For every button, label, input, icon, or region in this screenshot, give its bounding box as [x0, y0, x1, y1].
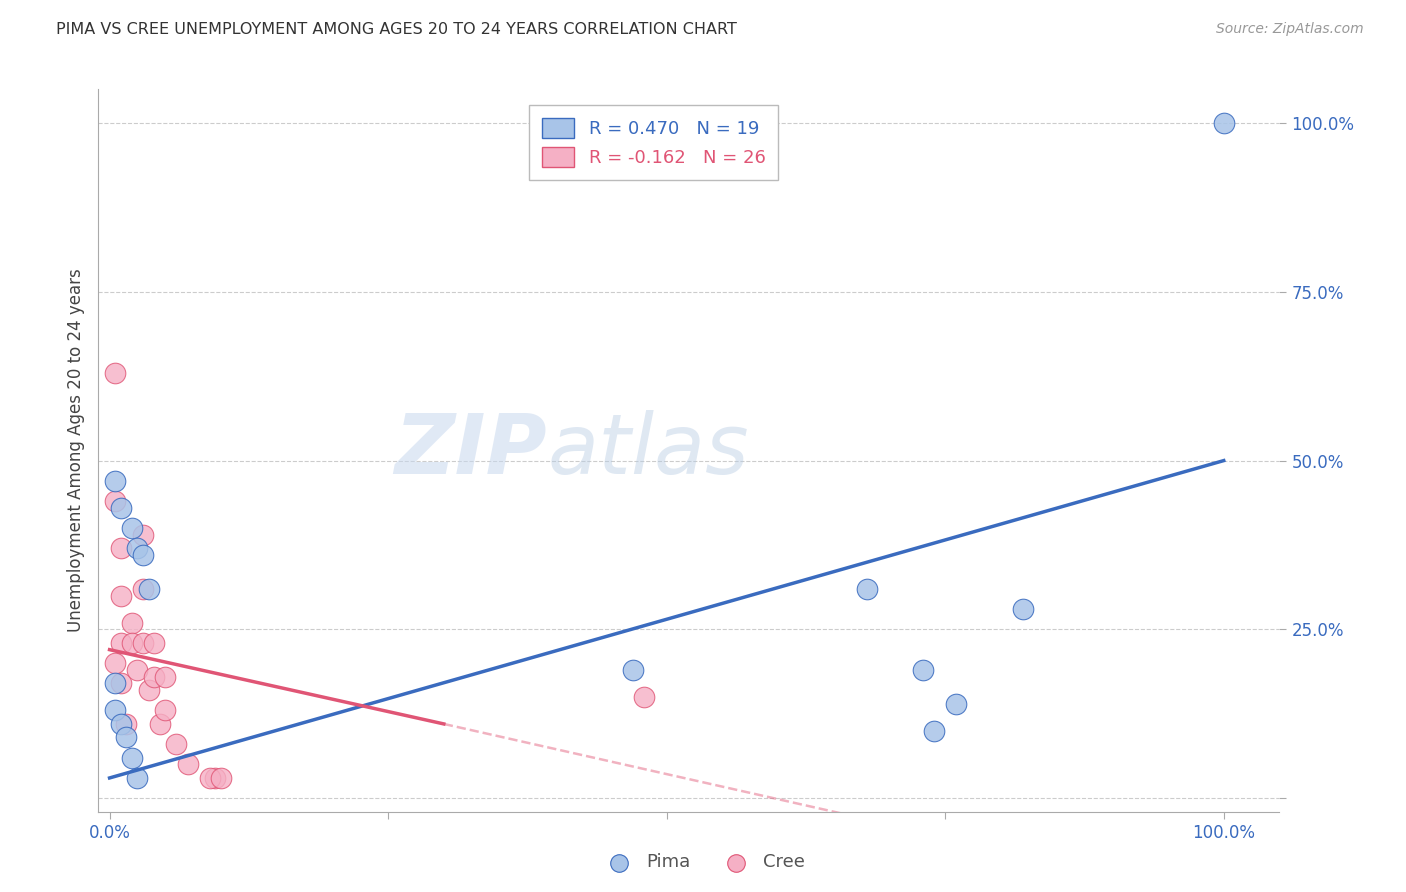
Point: [110, 676, 132, 690]
Point: [198, 771, 221, 785]
Point: [209, 771, 232, 785]
Point: [121, 615, 143, 630]
Text: ZIP: ZIP: [395, 410, 547, 491]
Y-axis label: Unemployment Among Ages 20 to 24 years: Unemployment Among Ages 20 to 24 years: [66, 268, 84, 632]
Point: [1212, 116, 1234, 130]
Point: [132, 528, 155, 542]
Text: atlas: atlas: [547, 410, 749, 491]
Point: [104, 703, 127, 717]
Point: [110, 636, 132, 650]
Point: [132, 548, 155, 562]
Legend: R = 0.470   N = 19, R = -0.162   N = 26: R = 0.470 N = 19, R = -0.162 N = 26: [529, 105, 778, 179]
Point: [110, 589, 132, 603]
Point: [1012, 602, 1035, 616]
Point: [132, 582, 155, 596]
Point: [121, 750, 143, 764]
Point: [633, 690, 655, 704]
Point: [911, 663, 934, 677]
Point: [104, 676, 127, 690]
Point: [104, 656, 127, 670]
Point: [115, 717, 138, 731]
Point: [138, 683, 160, 698]
Point: [104, 474, 127, 488]
Point: [856, 582, 879, 596]
Point: [121, 636, 143, 650]
Point: [110, 500, 132, 515]
Point: [127, 771, 149, 785]
Point: [127, 541, 149, 556]
Point: [143, 636, 166, 650]
Point: [176, 757, 198, 772]
Point: [104, 366, 127, 380]
Point: [165, 737, 187, 751]
Point: [138, 582, 160, 596]
Point: [155, 703, 177, 717]
Text: PIMA VS CREE UNEMPLOYMENT AMONG AGES 20 TO 24 YEARS CORRELATION CHART: PIMA VS CREE UNEMPLOYMENT AMONG AGES 20 …: [56, 22, 737, 37]
Text: Source: ZipAtlas.com: Source: ZipAtlas.com: [1216, 22, 1364, 37]
Point: [127, 663, 149, 677]
Point: [132, 636, 155, 650]
Point: [149, 717, 172, 731]
Point: [104, 494, 127, 508]
Point: [110, 717, 132, 731]
Point: [945, 697, 967, 711]
Point: [121, 521, 143, 535]
Point: [155, 670, 177, 684]
Legend: Pima, Cree: Pima, Cree: [593, 847, 813, 879]
Point: [204, 771, 226, 785]
Point: [143, 670, 166, 684]
Point: [110, 541, 132, 556]
Point: [922, 723, 945, 738]
Point: [621, 663, 644, 677]
Point: [115, 731, 138, 745]
